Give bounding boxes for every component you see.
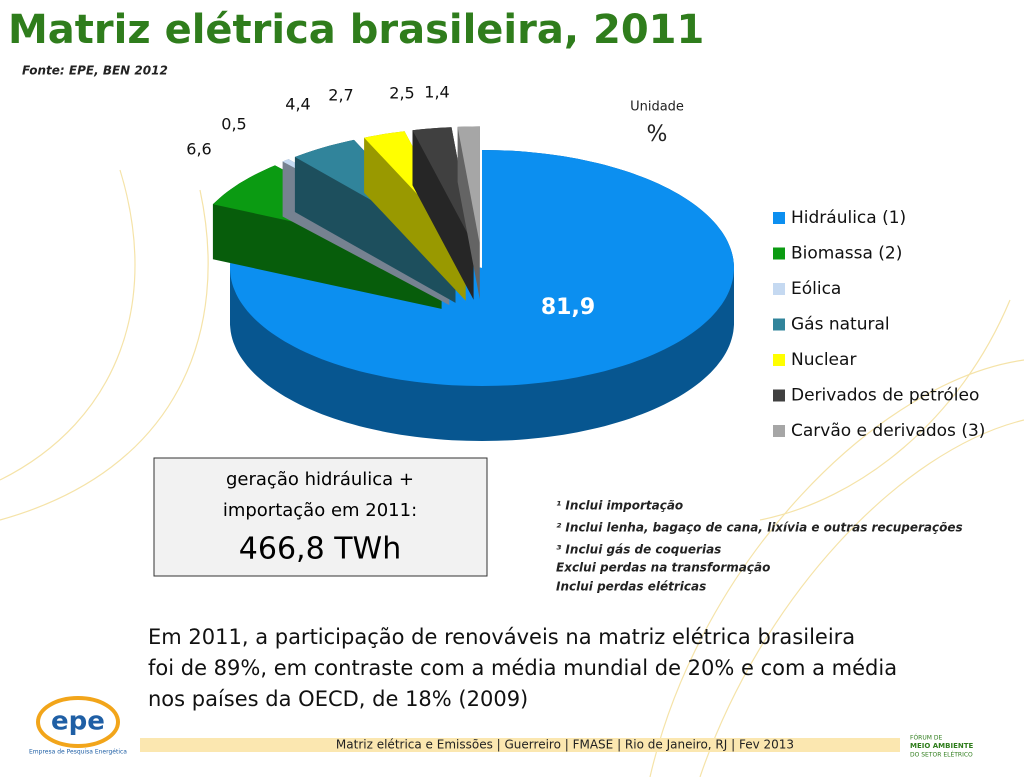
pie: 81,9 6,6 0,5 4,4 2,7 2,5 1,4 <box>186 83 734 441</box>
data-label: 81,9 <box>541 295 595 320</box>
note: ² Inclui lenha, bagaço de cana, lixívia … <box>556 521 963 535</box>
slice <box>412 127 474 245</box>
logo-right: MEIO AMBIENTE <box>910 742 973 750</box>
logo-caption: Empresa de Pesquisa Energética <box>29 749 127 756</box>
legend-swatch <box>773 247 785 260</box>
slice <box>457 126 480 245</box>
legend-label: Biomassa (2) <box>791 244 902 264</box>
box-line: geração hidráulica + <box>226 469 414 490</box>
legend-swatch <box>773 318 785 331</box>
note: Inclui perdas elétricas <box>556 580 706 594</box>
statement: Em 2011, a participação de renováveis na… <box>148 625 897 711</box>
note: Exclui perdas na transformação <box>556 561 770 575</box>
note: ¹ Inclui importação <box>556 499 683 513</box>
logo-left: epe <box>51 707 105 737</box>
legend-label: Carvão e derivados (3) <box>791 421 985 441</box>
footer: Matriz elétrica e Emissões | Guerreiro |… <box>336 738 794 752</box>
logo-right: DO SETOR ELÉTRICO <box>910 751 973 759</box>
legend-swatch <box>773 283 785 295</box>
legend-label: Derivados de petróleo <box>791 386 979 406</box>
legend-swatch <box>773 425 785 437</box>
data-label: 4,4 <box>285 95 310 114</box>
title: Matriz elétrica brasileira, 2011 <box>8 7 704 53</box>
source: Fonte: EPE, BEN 2012 <box>22 64 168 78</box>
logo-ring <box>36 696 120 748</box>
statement-line: foi de 89%, em contraste com a média mun… <box>148 656 897 680</box>
statement-line: Em 2011, a participação de renováveis na… <box>148 625 855 649</box>
legend-swatch <box>773 389 785 402</box>
legend-swatch <box>773 212 785 224</box>
data-label: 0,5 <box>221 115 246 134</box>
slice <box>230 150 734 386</box>
unit: % <box>647 122 668 147</box>
footer-band <box>140 738 900 752</box>
total-box <box>153 457 488 577</box>
legend-label: Hidráulica (1) <box>791 208 906 228</box>
background-curves <box>0 169 1024 777</box>
statement-line: nos países da OECD, de 18% (2009) <box>148 687 528 711</box>
box-line: importação em 2011: <box>223 500 417 521</box>
notes: ¹ Inclui importação ² Inclui lenha, baga… <box>556 499 963 594</box>
legend-label: Gás natural <box>791 315 890 335</box>
data-label: 1,4 <box>424 83 449 102</box>
legend-label: Nuclear <box>791 350 856 370</box>
data-label: 2,5 <box>389 84 414 103</box>
box-total: 466,8 TWh <box>239 532 401 567</box>
legend-swatch <box>773 354 785 366</box>
note: ³ Inclui gás de coquerias <box>556 543 721 557</box>
legend-label: Eólica <box>791 279 841 299</box>
slice-side <box>294 139 456 303</box>
unit-label: Unidade <box>630 100 684 115</box>
slice-side <box>364 131 466 301</box>
legend: Hidráulica (1) Biomassa (2) Eólica Gás natu… <box>773 208 985 441</box>
logo-right: FÓRUM DE <box>910 735 942 742</box>
data-label: 6,6 <box>186 140 211 159</box>
data-label: 2,7 <box>328 86 353 105</box>
